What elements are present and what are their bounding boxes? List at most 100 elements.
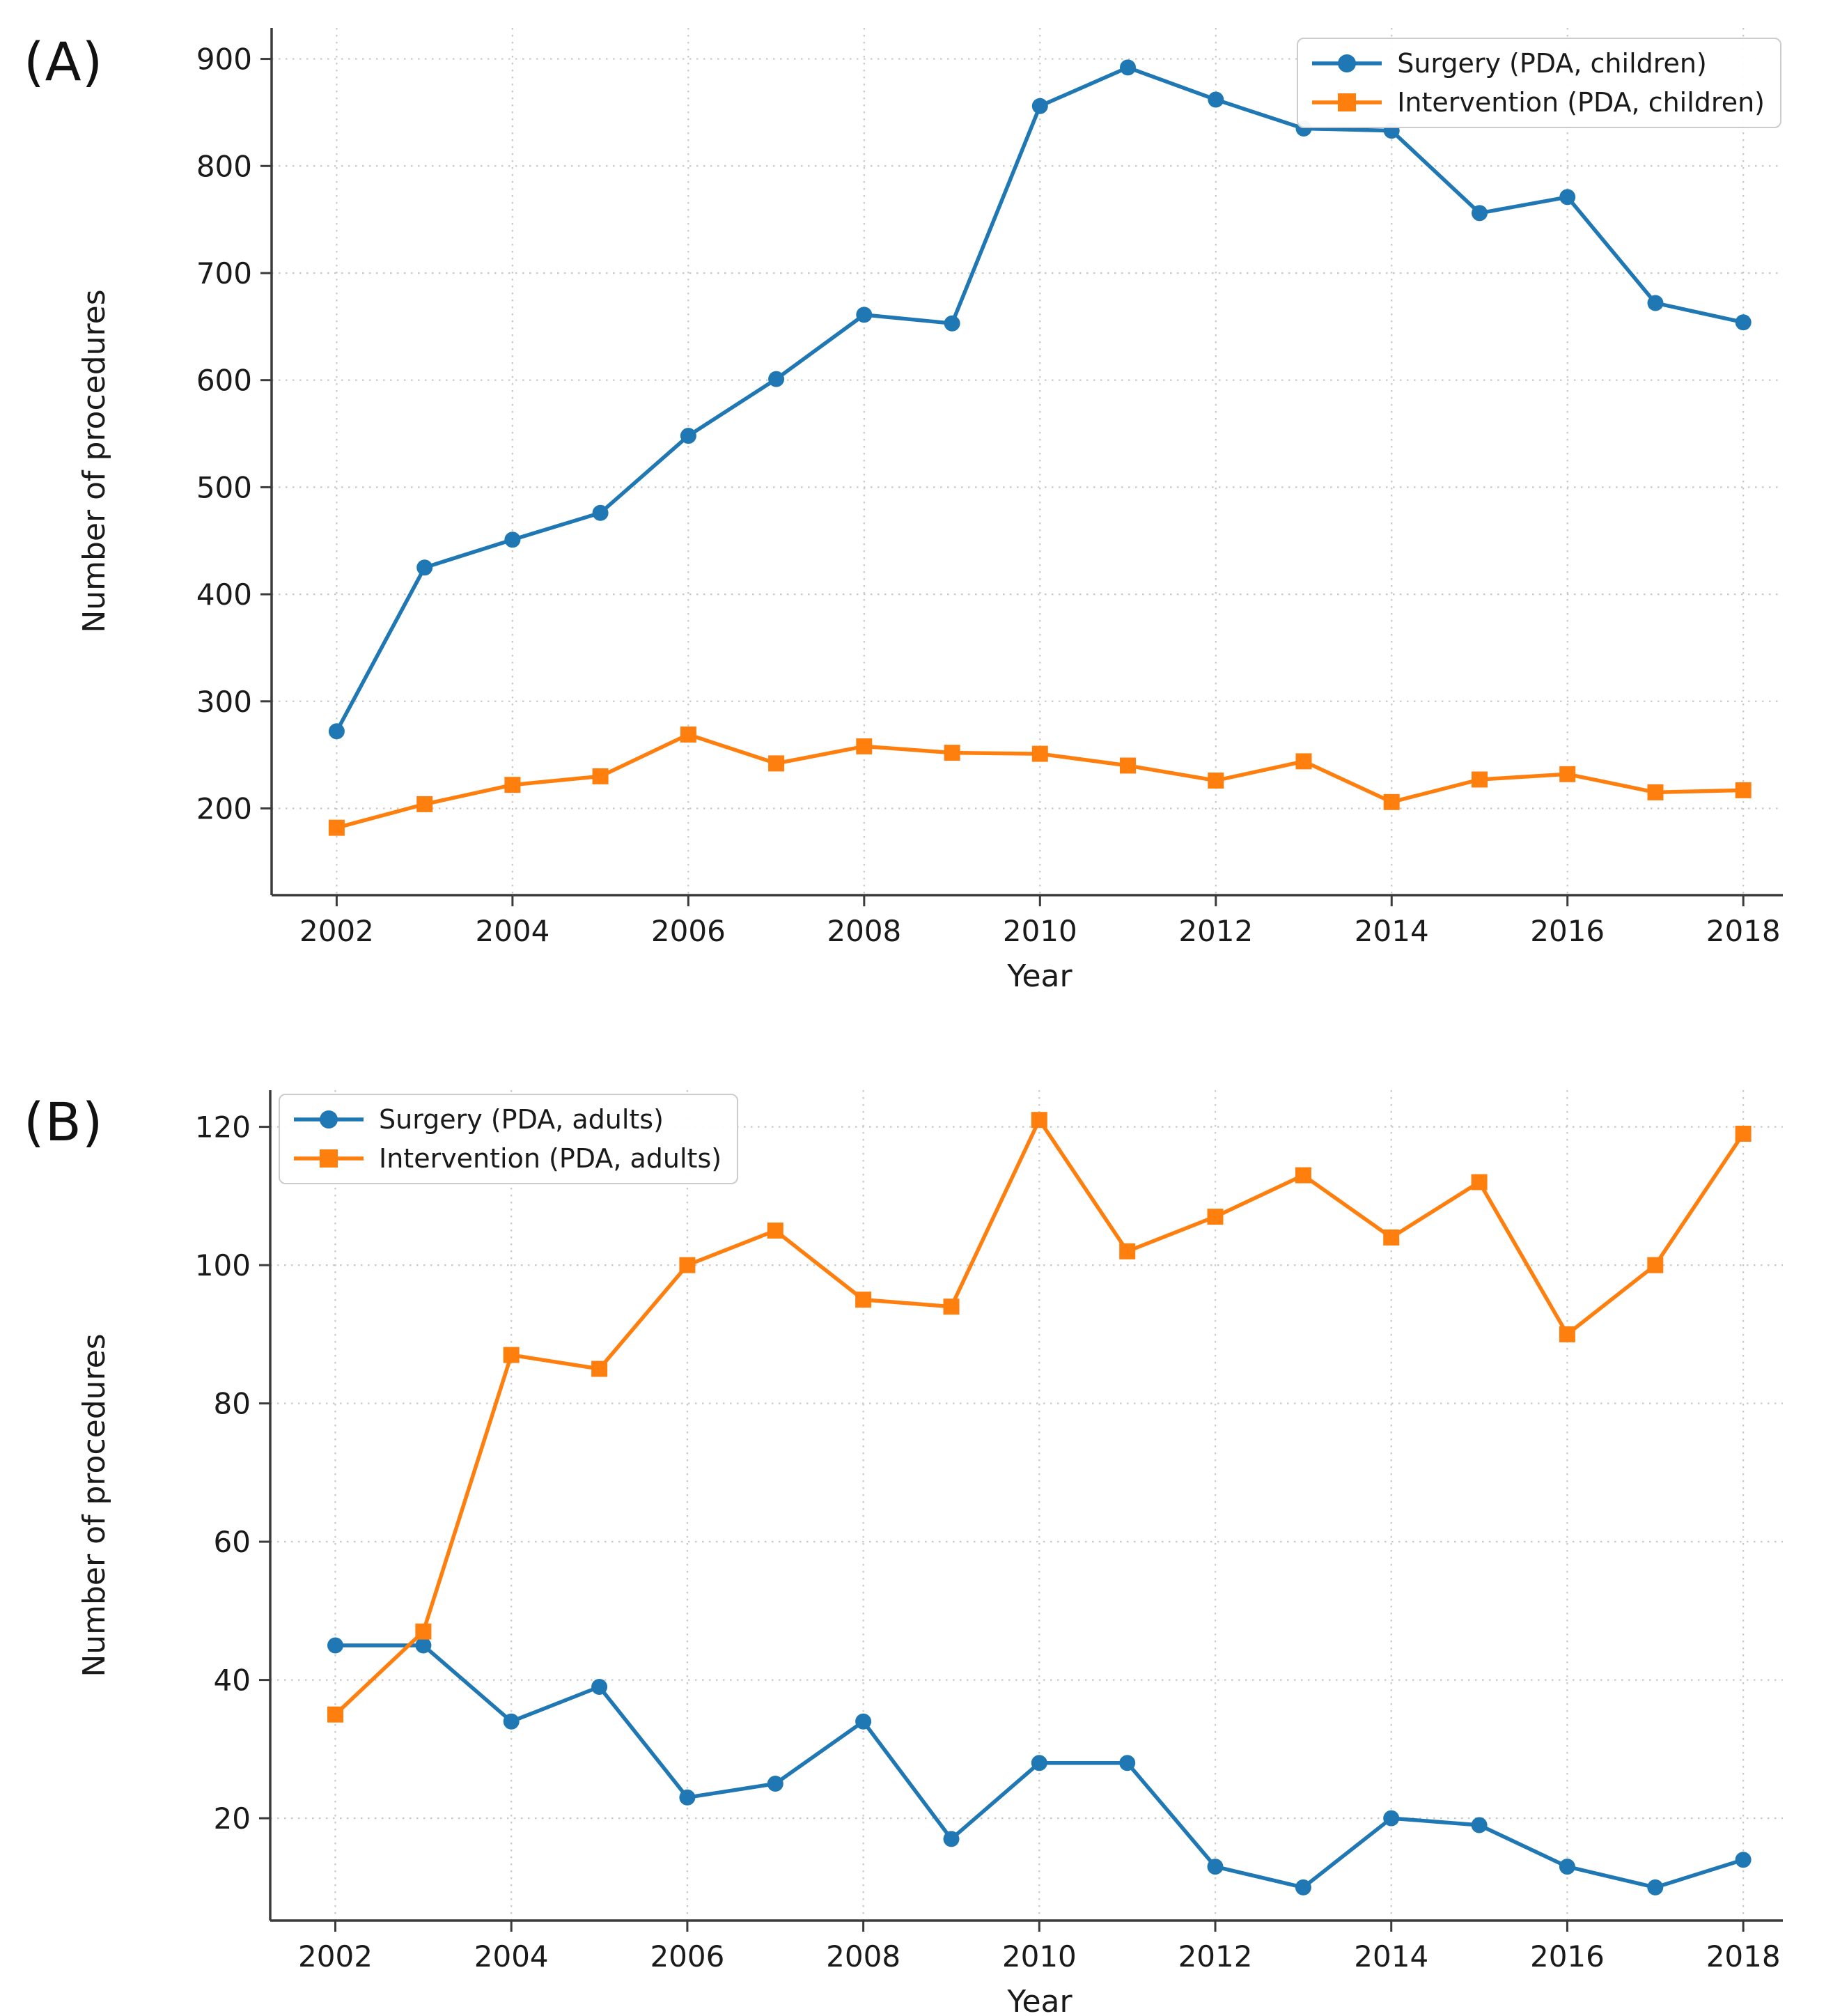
y-tick-label: 120 (195, 1110, 251, 1145)
y-tick-label: 900 (196, 42, 252, 77)
data-point (856, 307, 873, 323)
y-tick-label: 800 (196, 149, 252, 183)
legend-item-surgery-adults: Surgery (PDA, adults) (290, 1102, 722, 1137)
y-tick-label: 600 (196, 364, 252, 398)
data-point (1471, 1817, 1488, 1833)
x-tick-label: 2014 (1355, 914, 1429, 948)
data-point (1383, 1229, 1400, 1246)
x-tick-label: 2010 (1002, 1939, 1077, 1974)
data-point (767, 1776, 783, 1792)
series-surgery-pda-children- (328, 59, 1752, 740)
data-point (503, 1713, 520, 1730)
data-point (328, 819, 345, 836)
x-tick-label: 2012 (1178, 914, 1253, 948)
axes-spines (269, 1090, 1783, 1922)
data-point (1559, 189, 1576, 206)
legend-item-surgery-children: Surgery (PDA, children) (1308, 46, 1765, 81)
data-point (1559, 766, 1576, 782)
data-point (1471, 1174, 1488, 1191)
legend-label: Intervention (PDA, children) (1397, 87, 1765, 118)
data-point (504, 777, 521, 793)
x-tick-label: 2012 (1178, 1939, 1253, 1974)
data-point (328, 723, 345, 740)
chart-b-ylabel: Number of procedures (77, 1333, 112, 1677)
data-point (944, 315, 960, 332)
data-point (1735, 1126, 1752, 1142)
data-point (1120, 757, 1136, 774)
data-point (855, 1292, 872, 1308)
data-point (416, 796, 433, 812)
data-point (1031, 98, 1048, 114)
x-tick-label: 2014 (1354, 1939, 1428, 1974)
data-point (856, 738, 873, 754)
line-square-marker-icon (294, 1149, 364, 1168)
x-tick-label: 2010 (1003, 914, 1077, 948)
data-point (1559, 1859, 1575, 1875)
panel-a-label: (A) (24, 31, 104, 93)
legend-label: Intervention (PDA, adults) (379, 1143, 722, 1174)
legend-item-intervention-children: Intervention (PDA, children) (1308, 85, 1765, 120)
data-point (1031, 1112, 1047, 1129)
axes-spines (270, 28, 1783, 897)
data-point (1472, 205, 1488, 222)
data-point (680, 726, 696, 743)
data-point (943, 1831, 960, 1847)
data-point (1647, 295, 1664, 311)
data-point (591, 1360, 608, 1377)
data-point (679, 1257, 696, 1273)
tick-marks-and-labels: 20 40 60 80 100 120 2002 2004 2006 2008 2010 2012 20… (195, 1110, 1781, 1974)
data-point (1208, 91, 1224, 108)
data-point (504, 532, 521, 548)
legend-item-intervention-adults: Intervention (PDA, adults) (290, 1141, 722, 1176)
x-tick-label: 2002 (299, 914, 374, 948)
x-tick-label: 2006 (650, 1939, 724, 1974)
data-point (1207, 1859, 1224, 1875)
data-point (1383, 793, 1400, 810)
x-tick-label: 2002 (298, 1939, 373, 1974)
data-point (592, 768, 609, 784)
data-point (1208, 773, 1224, 789)
data-point (768, 371, 785, 387)
x-tick-label: 2008 (826, 1939, 900, 1974)
data-point (943, 1298, 960, 1315)
data-point (1559, 1326, 1575, 1342)
chart-b-legend: Surgery (PDA, adults) Intervention (PDA,… (279, 1094, 739, 1184)
x-tick-label: 2004 (474, 1939, 549, 1974)
data-point (855, 1713, 872, 1730)
chart-a-ylabel: Number of procedures (77, 289, 112, 633)
y-tick-label: 200 (196, 792, 252, 826)
data-point (416, 559, 433, 576)
data-point (768, 755, 785, 772)
data-point (1383, 1810, 1400, 1827)
data-point (415, 1623, 432, 1640)
data-point (327, 1706, 343, 1723)
panel-b-label: (B) (24, 1091, 104, 1153)
data-point (679, 1789, 696, 1806)
series-intervention-pda-adults- (327, 1112, 1752, 1723)
chart-a-legend: Surgery (PDA, children) Intervention (PD… (1297, 38, 1781, 128)
line-circle-marker-icon (1312, 54, 1382, 72)
chart-a-plot-area: 200 300 400 500 600 700 800 900 2002 2004 2006 2008… (196, 28, 1783, 948)
gridlines (270, 1090, 1783, 1921)
legend-label: Surgery (PDA, adults) (379, 1104, 664, 1135)
data-point (1119, 1755, 1136, 1771)
y-tick-label: 60 (214, 1525, 251, 1559)
x-tick-label: 2018 (1706, 914, 1781, 948)
data-point (1119, 1243, 1136, 1259)
data-point (1647, 1879, 1664, 1895)
x-tick-label: 2006 (651, 914, 726, 948)
series-surgery-pda-adults- (327, 1637, 1752, 1895)
y-tick-label: 500 (196, 470, 252, 504)
data-point (327, 1637, 343, 1654)
data-point (503, 1347, 520, 1363)
data-point (592, 504, 609, 521)
data-point (1647, 1257, 1664, 1273)
data-point (1647, 784, 1664, 800)
data-point (1031, 745, 1048, 762)
y-tick-label: 20 (214, 1801, 251, 1836)
data-point (1207, 1209, 1224, 1225)
x-tick-label: 2016 (1530, 914, 1605, 948)
data-point (1472, 771, 1488, 788)
